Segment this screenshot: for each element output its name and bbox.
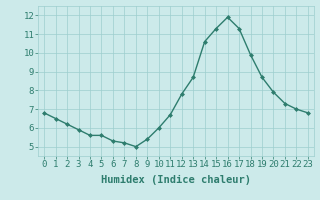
X-axis label: Humidex (Indice chaleur): Humidex (Indice chaleur): [101, 175, 251, 185]
